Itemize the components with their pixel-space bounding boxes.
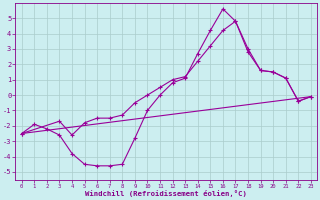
X-axis label: Windchill (Refroidissement éolien,°C): Windchill (Refroidissement éolien,°C) [85, 190, 247, 197]
